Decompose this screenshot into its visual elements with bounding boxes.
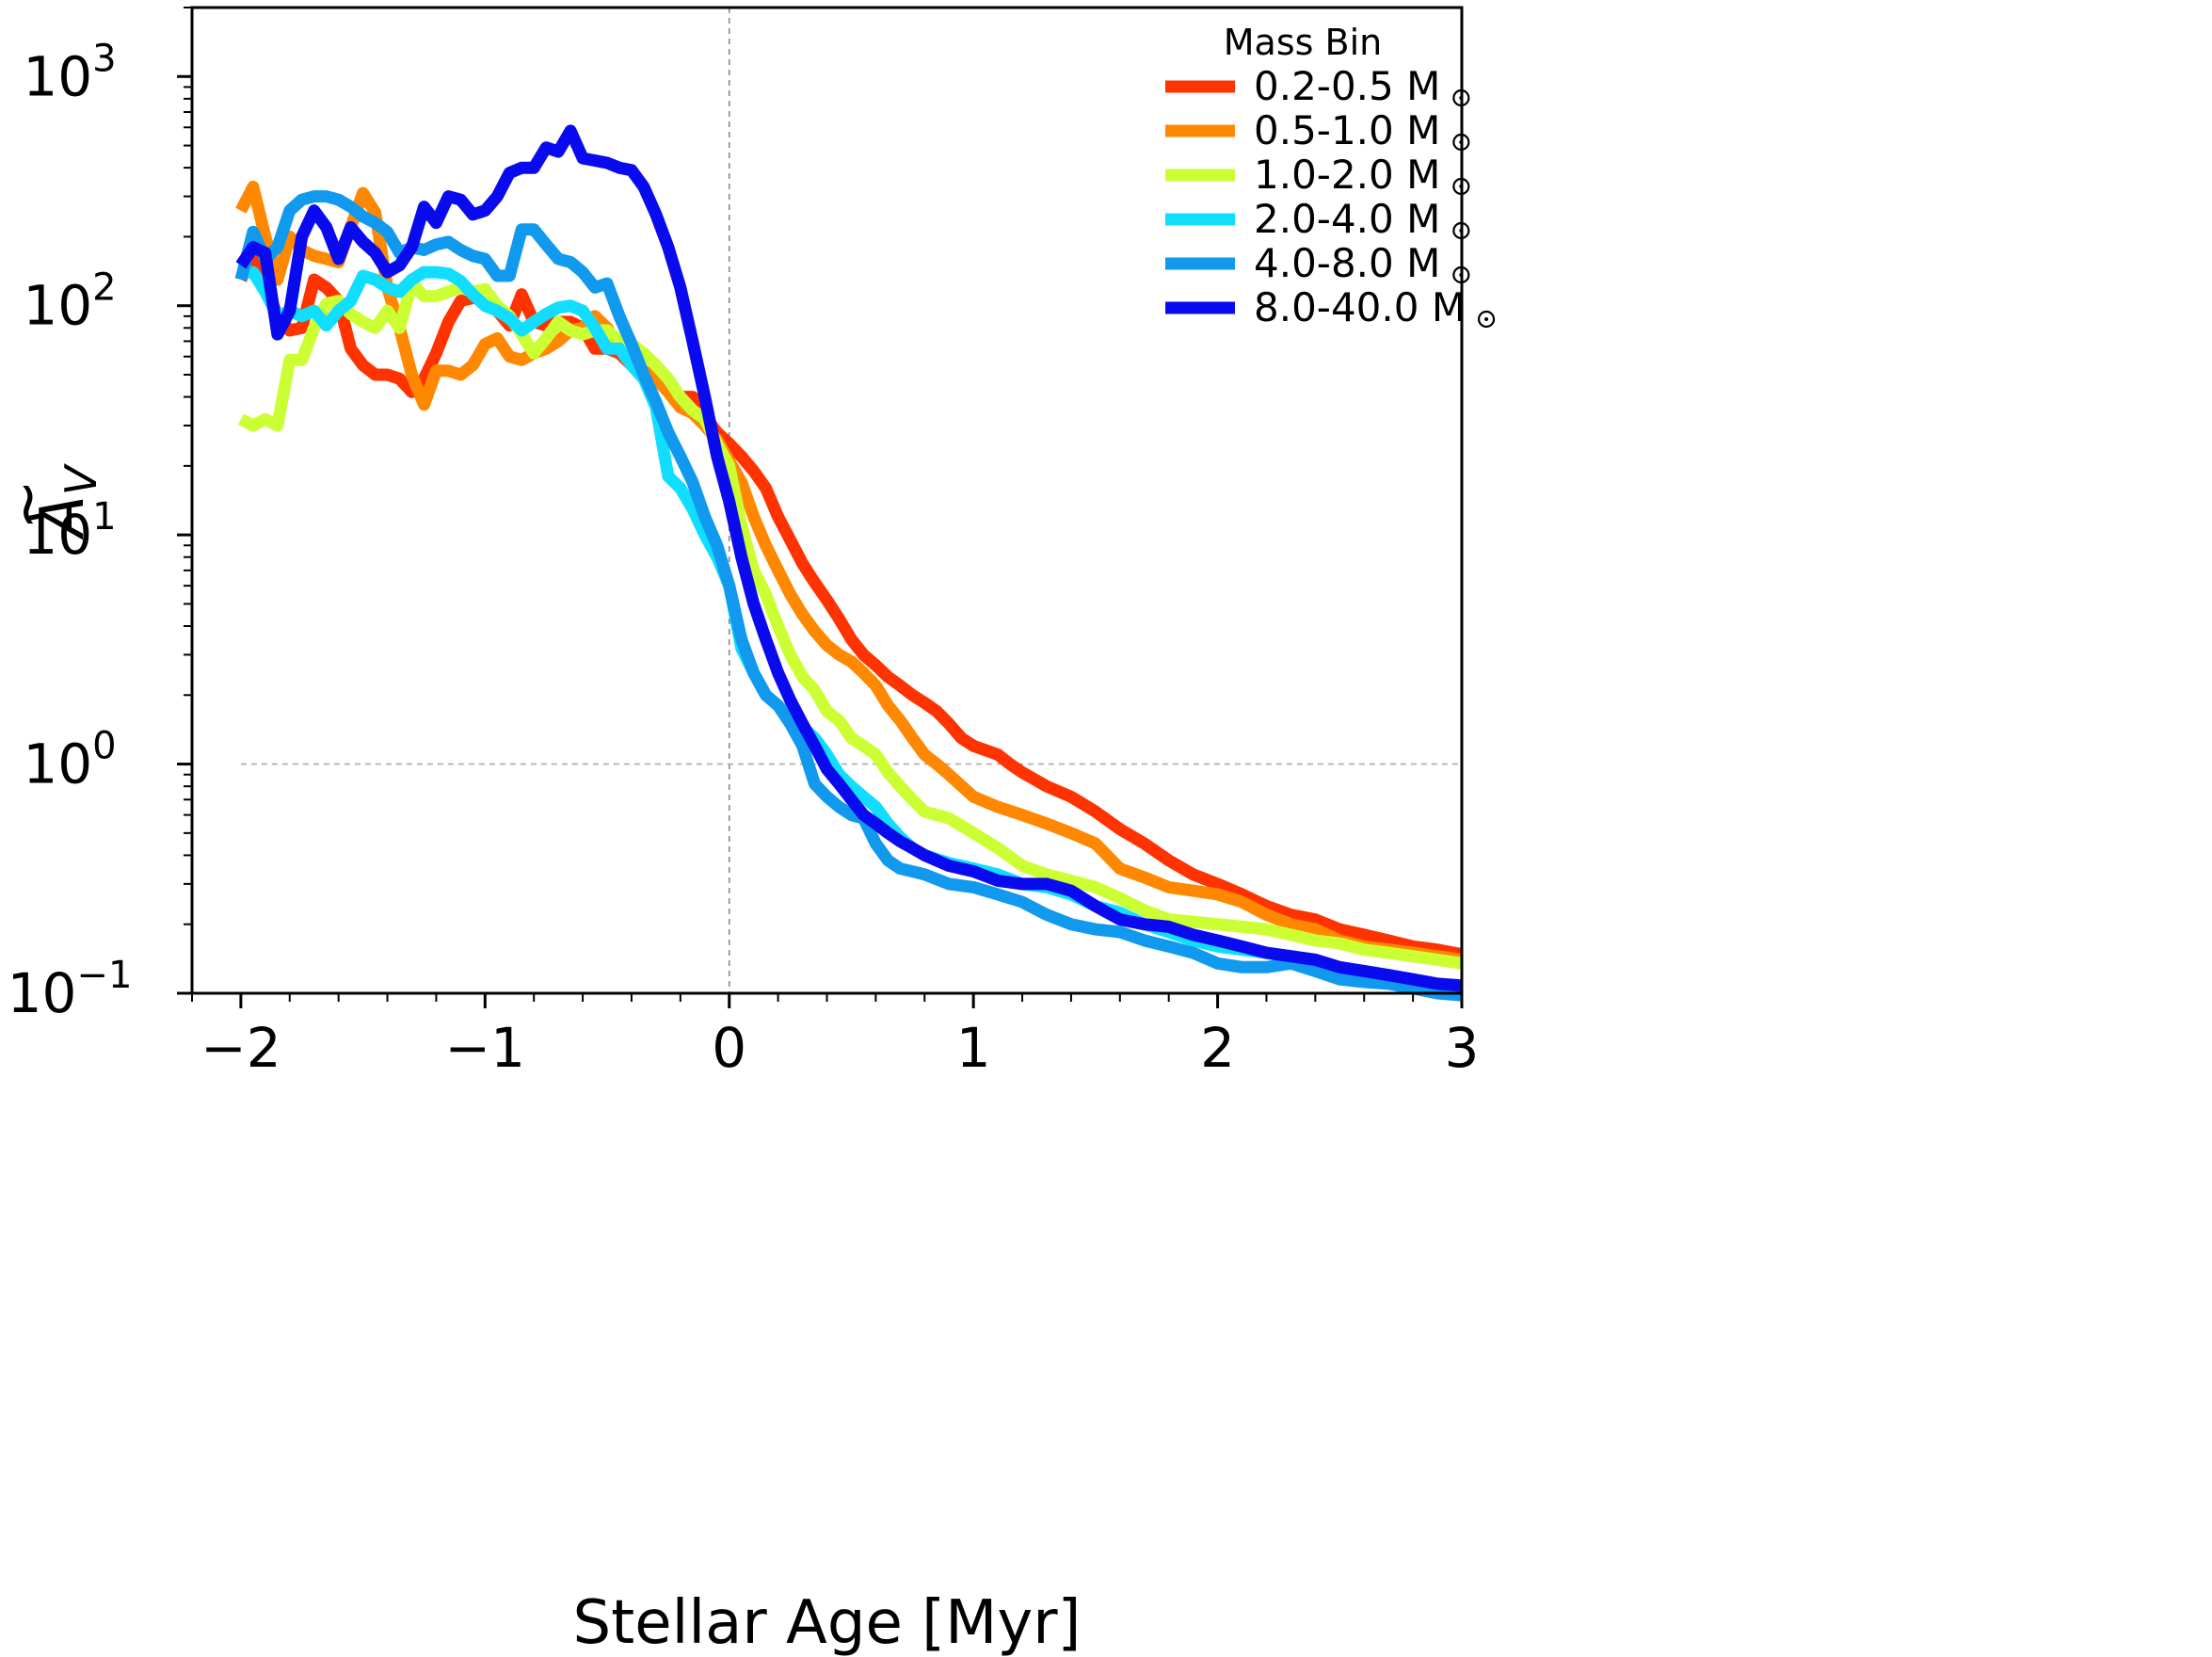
y-tick-base: 10: [23, 274, 92, 338]
legend-label-text: 1.0-2.0 M: [1254, 152, 1440, 198]
solar-mass-symbol-dot: [1459, 140, 1464, 144]
series-layer: [234, 124, 1464, 1002]
y-tick-label: 103: [23, 37, 116, 108]
y-tick-base: 10: [8, 961, 77, 1025]
y-tick-label: 102: [23, 266, 116, 338]
series-line-5: [234, 190, 1463, 1002]
x-tick-label: 2: [1200, 1016, 1235, 1080]
solar-mass-symbol: [1477, 310, 1496, 329]
legend: Mass Bin 0.2-0.5 M0.5-1.0 M1.0-2.0 M2.0-…: [1165, 22, 1496, 330]
y-tick-exponent: −1: [76, 954, 132, 997]
y-tick-base: 10: [23, 732, 92, 796]
x-axis-label: Stellar Age [Myr]: [573, 1588, 1082, 1657]
solar-mass-symbol-dot: [1459, 185, 1464, 188]
legend-label-2: 0.5-1.0 M: [1254, 107, 1440, 153]
solar-mass-symbol: [1452, 88, 1470, 107]
solar-mass-symbol-dot: [1459, 96, 1464, 100]
x-tick-label: 3: [1445, 1016, 1480, 1080]
reference-lines: [240, 8, 1462, 993]
legend-label-5: 4.0-8.0 M: [1254, 240, 1440, 286]
y-tick-label: 10−1: [8, 954, 133, 1025]
series-line-6: [235, 124, 1463, 992]
legend-label-text: 4.0-8.0 M: [1254, 240, 1440, 286]
legend-label-1: 0.2-0.5 M: [1254, 63, 1440, 109]
x-axis-ticks: −2 −1 0 1 2 3: [191, 993, 1480, 1080]
x-tick-label: 1: [956, 1016, 991, 1080]
y-axis-label-accent: ~: [0, 479, 62, 530]
legend-title: Mass Bin: [1224, 22, 1382, 63]
y-tick-base: 10: [23, 503, 92, 567]
legend-label-6: 8.0-40.0 M: [1254, 284, 1466, 330]
legend-label-3: 1.0-2.0 M: [1254, 152, 1440, 198]
y-tick-base: 10: [23, 44, 92, 108]
solar-mass-symbol-dot: [1459, 229, 1464, 233]
solar-mass-symbol-dot: [1484, 317, 1489, 321]
legend-items: 0.2-0.5 M0.5-1.0 M1.0-2.0 M2.0-4.0 M4.0-…: [1165, 63, 1496, 330]
solar-mass-symbol-dot: [1459, 273, 1464, 277]
legend-label-text: 0.5-1.0 M: [1254, 107, 1440, 153]
y-tick-label: 101: [23, 495, 116, 567]
y-tick-exponent: 2: [92, 266, 116, 310]
y-tick-exponent: 1: [92, 495, 116, 539]
solar-mass-symbol: [1452, 177, 1470, 196]
y-tick-exponent: 0: [92, 725, 116, 768]
legend-label-text: 8.0-40.0 M: [1254, 284, 1466, 330]
legend-label-text: 0.2-0.5 M: [1254, 63, 1440, 109]
y-tick-exponent: 3: [92, 37, 116, 80]
solar-mass-symbol: [1452, 221, 1470, 240]
legend-label-4: 2.0-4.0 M: [1254, 196, 1440, 242]
solar-mass-symbol: [1452, 265, 1470, 284]
solar-mass-symbol: [1452, 133, 1470, 152]
x-tick-label: −1: [445, 1016, 526, 1080]
x-tick-label: 0: [712, 1016, 746, 1080]
y-axis-label-text: AV: [28, 462, 106, 540]
y-axis-label-base: A: [28, 495, 98, 540]
y-tick-label: 100: [23, 725, 116, 796]
y-axis-label-subscript: V: [56, 462, 106, 495]
y-axis-label: AV ~: [0, 462, 106, 540]
legend-label-text: 2.0-4.0 M: [1254, 196, 1440, 242]
x-tick-label: −2: [200, 1016, 281, 1080]
